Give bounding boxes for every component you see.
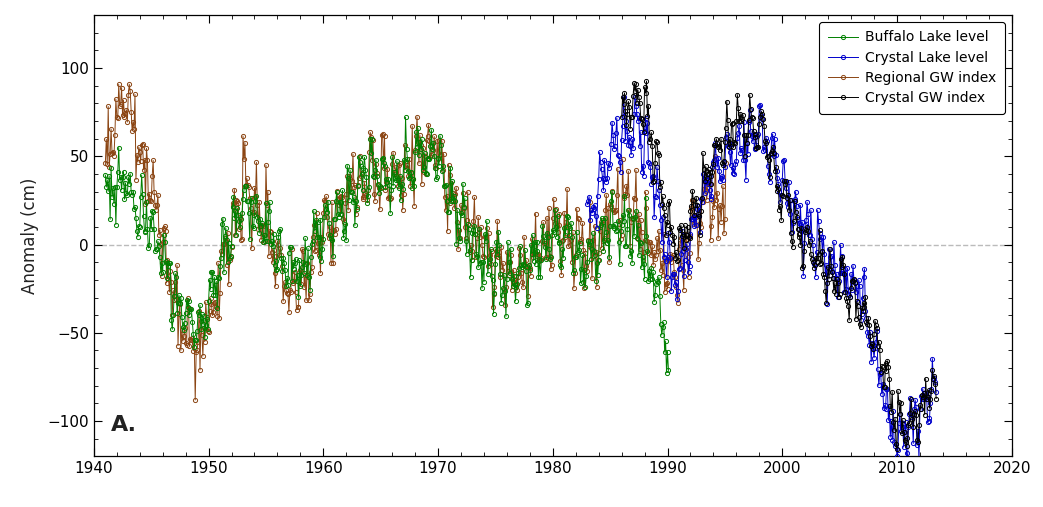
Crystal GW index — [814, 227, 826, 233]
Crystal GW index — [893, 399, 905, 405]
Buffalo Lake level — [399, 114, 412, 120]
Regional GW index — [540, 215, 553, 221]
Regional GW index — [499, 302, 511, 308]
Buffalo Lake level — [124, 171, 137, 177]
Regional GW index — [532, 250, 544, 257]
Crystal GW index — [624, 126, 636, 132]
Crystal Lake level — [629, 94, 641, 100]
Regional GW index — [587, 252, 600, 259]
Regional GW index — [123, 81, 136, 87]
Regional GW index — [99, 160, 112, 166]
Buffalo Lake level — [660, 370, 673, 376]
Regional GW index — [720, 160, 732, 166]
Crystal GW index — [891, 446, 903, 452]
Line: Buffalo Lake level: Buffalo Lake level — [103, 115, 671, 375]
Buffalo Lake level — [628, 233, 640, 239]
Crystal GW index — [920, 396, 932, 402]
Buffalo Lake level — [491, 251, 504, 257]
Line: Crystal GW index: Crystal GW index — [620, 79, 939, 451]
Legend: Buffalo Lake level, Crystal Lake level, Regional GW index, Crystal GW index: Buffalo Lake level, Crystal Lake level, … — [820, 22, 1004, 114]
Crystal Lake level — [930, 389, 943, 395]
Buffalo Lake level — [148, 226, 161, 232]
Crystal Lake level — [654, 202, 666, 208]
Regional GW index — [266, 259, 278, 265]
Line: Regional GW index: Regional GW index — [103, 82, 728, 402]
Text: A.: A. — [111, 415, 137, 435]
Regional GW index — [189, 397, 201, 403]
Regional GW index — [409, 148, 421, 154]
Crystal GW index — [615, 114, 628, 120]
Crystal GW index — [930, 395, 943, 402]
Crystal Lake level — [641, 120, 654, 126]
Crystal GW index — [640, 78, 653, 84]
Crystal Lake level — [821, 301, 833, 307]
Y-axis label: Anomaly (cm): Anomaly (cm) — [21, 177, 39, 294]
Buffalo Lake level — [515, 263, 528, 269]
Crystal Lake level — [581, 201, 593, 207]
Crystal Lake level — [901, 459, 914, 465]
Crystal Lake level — [615, 136, 628, 142]
Buffalo Lake level — [578, 267, 590, 273]
Crystal GW index — [652, 150, 664, 156]
Buffalo Lake level — [662, 367, 675, 373]
Crystal Lake level — [770, 168, 782, 174]
Buffalo Lake level — [99, 172, 112, 178]
Line: Crystal Lake level: Crystal Lake level — [585, 95, 939, 464]
Crystal GW index — [641, 113, 654, 119]
Crystal Lake level — [840, 286, 852, 292]
